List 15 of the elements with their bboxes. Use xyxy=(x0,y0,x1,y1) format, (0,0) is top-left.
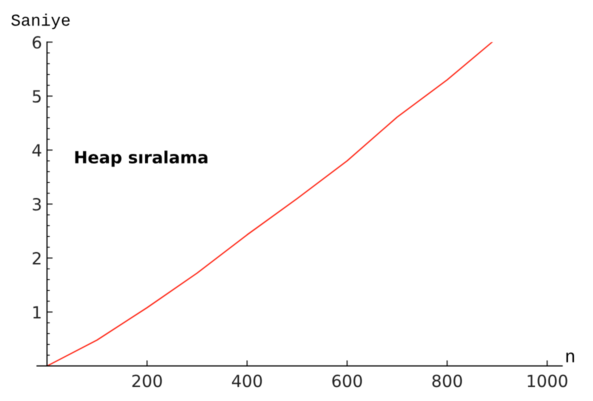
y-tick-label: 1 xyxy=(33,306,41,318)
x-axis-title: n xyxy=(566,352,574,362)
x-tick-label: 1000 xyxy=(528,374,568,388)
y-tick-label: 4 xyxy=(32,144,42,156)
x-tick-label: 200 xyxy=(132,374,162,388)
y-tick-label: 2 xyxy=(32,252,40,264)
y-axis-title: Saniye xyxy=(11,14,70,30)
x-tick-label: 600 xyxy=(332,374,362,388)
line-series xyxy=(46,42,493,366)
annotation: Heap sıralama xyxy=(75,150,208,167)
x-tick-label: 800 xyxy=(432,374,462,388)
y-tick-label: 5 xyxy=(32,90,41,103)
y-tick-label: 6 xyxy=(32,36,42,49)
y-tick-label: 3 xyxy=(32,198,41,211)
x-tick-label: 400 xyxy=(232,374,262,388)
